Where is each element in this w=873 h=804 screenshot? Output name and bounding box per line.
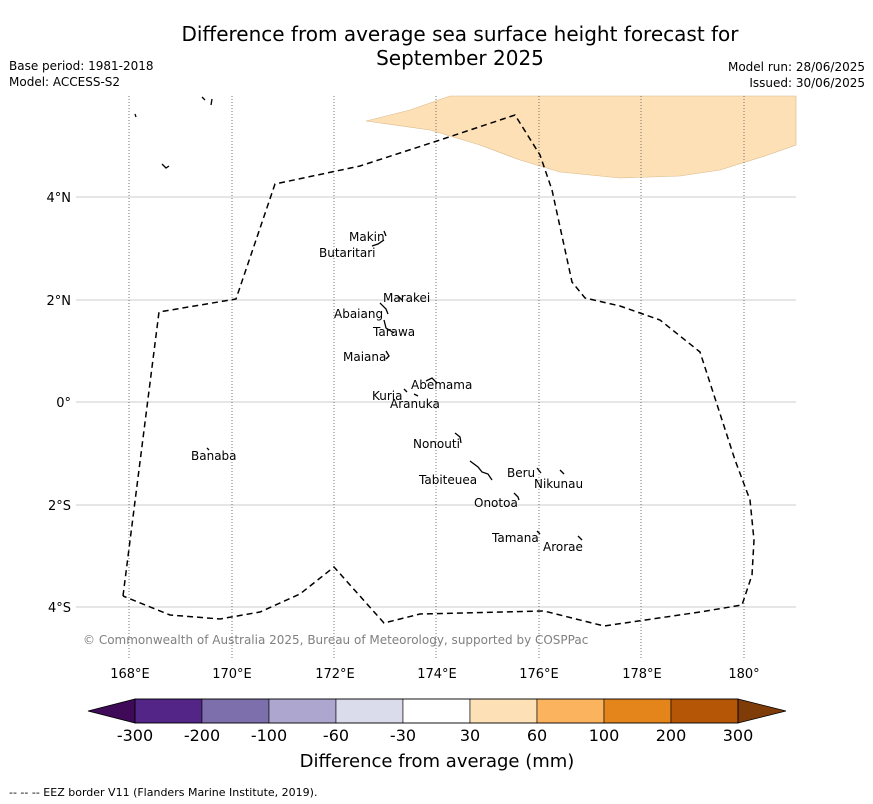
northwest-islet-1: [134, 113, 137, 118]
aranuka-shape: [413, 393, 419, 397]
map-title: Difference from average sea surface heig…: [80, 22, 840, 70]
label-arorae: Arorae: [543, 540, 583, 554]
colorbar-bin-6: [469, 698, 538, 724]
lon-tick-170e: 170°E: [212, 667, 252, 682]
colorbar-outline: [134, 698, 739, 724]
label-abemama: Abemama: [411, 378, 472, 392]
nikunau-shape: [559, 469, 565, 475]
colorbar-bins: [134, 698, 739, 724]
colorbar-bin-1: [134, 698, 203, 724]
lon-tick-172e: 172°E: [315, 667, 355, 682]
cb-tick-3: -100: [251, 726, 287, 745]
banaba-shape: [206, 447, 210, 451]
eez-credit: -- -- -- EEZ border V11 (Flanders Marine…: [9, 786, 318, 799]
tamana-shape: [536, 530, 541, 535]
label-nikunau: Nikunau: [534, 477, 583, 491]
label-tabiteuea: Tabiteuea: [418, 473, 477, 487]
abaiang-shape: [379, 302, 389, 315]
northwest-islet-4: [161, 163, 170, 169]
colorbar-bin-5: [402, 698, 471, 724]
label-nonouti: Nonouti: [413, 437, 460, 451]
tabiteuea-shape: [469, 460, 493, 481]
colorbar-extend-high: [737, 698, 787, 724]
anomaly-region-30-60: [365, 95, 797, 179]
colorbar-bin-4: [335, 698, 404, 724]
label-tamana: Tamana: [491, 531, 539, 545]
lon-tick-178e: 178°E: [622, 667, 662, 682]
kuria-shape: [403, 388, 408, 393]
colorbar-bin-9: [670, 698, 739, 724]
colorbar-tick-labels: -300 -200 -100 -60 -30 30 60 100 200 300: [117, 726, 753, 745]
lon-tick-168e: 168°E: [110, 667, 150, 682]
cb-tick-5: -30: [390, 726, 416, 745]
island-shapes: [134, 96, 583, 541]
map-title-line-1: Difference from average sea surface heig…: [181, 22, 739, 46]
lat-tick-4n: 4°N: [47, 191, 72, 206]
colorbar-bin-3: [268, 698, 337, 724]
cb-tick-8: 100: [589, 726, 620, 745]
label-aranuka: Aranuka: [390, 397, 440, 411]
copyright-notice: © Commonwealth of Australia 2025, Bureau…: [83, 633, 588, 647]
lat-tick-labels: 4°N 2°N 0° 2°S 4°S: [47, 191, 72, 616]
lon-grid: [128, 96, 745, 660]
lon-tick-180: 180°: [728, 667, 759, 682]
model-info: Base period: 1981-2018 Model: ACCESS-S2: [9, 58, 154, 90]
label-makin: Makin: [349, 230, 385, 244]
northwest-islet-3: [210, 98, 213, 106]
cb-tick-10: 300: [723, 726, 754, 745]
beru-shape: [536, 467, 542, 474]
colorbar-bin-7: [536, 698, 605, 724]
cb-tick-4: -60: [323, 726, 349, 745]
eez-border: [122, 114, 755, 627]
arorae-shape: [577, 535, 583, 541]
label-marakei: Marakei: [383, 291, 430, 305]
butaritari-shape: [371, 239, 385, 247]
label-maiana: Maiana: [343, 350, 386, 364]
label-kuria: Kuria: [372, 389, 403, 403]
map-title-line-2: September 2025: [376, 46, 544, 70]
label-beru: Beru: [507, 466, 535, 480]
cb-tick-7: 60: [527, 726, 547, 745]
colorbar-title: Difference from average (mm): [300, 751, 575, 772]
label-onotoa: Onotoa: [474, 496, 518, 510]
colorbar-bin-2: [201, 698, 270, 724]
label-tarawa: Tarawa: [372, 325, 415, 339]
lat-grid: [76, 196, 796, 608]
cb-tick-6: 30: [460, 726, 480, 745]
label-banaba: Banaba: [191, 449, 237, 463]
lat-tick-2s: 2°S: [48, 499, 71, 514]
colorbar: -300 -200 -100 -60 -30 30 60 100 200 300…: [87, 698, 787, 772]
northwest-islet-2: [201, 96, 206, 101]
label-butaritari: Butaritari: [319, 246, 376, 260]
makin-shape: [383, 230, 387, 237]
onotoa-shape: [513, 492, 520, 501]
colorbar-bin-8: [603, 698, 672, 724]
lat-tick-2n: 2°N: [47, 294, 72, 309]
map-area: Makin Butaritari Marakei Abaiang Tarawa …: [76, 95, 797, 660]
issued-date: Issued: 30/06/2025: [749, 76, 865, 90]
model-run: Model run: 28/06/2025: [727, 60, 865, 74]
lon-tick-176e: 176°E: [519, 667, 559, 682]
lat-tick-4s: 4°S: [48, 601, 71, 616]
colorbar-extend-low: [87, 698, 136, 724]
cb-tick-1: -300: [117, 726, 153, 745]
model-name: Model: ACCESS-S2: [9, 75, 121, 89]
marakei-shape: [397, 295, 403, 301]
lon-tick-labels: 168°E 170°E 172°E 174°E 176°E 178°E 180°: [110, 667, 759, 682]
abemama-shape: [425, 377, 438, 384]
maiana-shape: [385, 350, 390, 360]
cb-tick-9: 200: [656, 726, 687, 745]
lon-tick-174e: 174°E: [417, 667, 457, 682]
tarawa-shape: [383, 319, 395, 334]
nonouti-shape: [454, 432, 462, 444]
lat-tick-0: 0°: [56, 396, 71, 411]
label-abaiang: Abaiang: [334, 307, 383, 321]
base-period: Base period: 1981-2018: [9, 59, 154, 73]
run-info: Model run: 28/06/2025 Issued: 30/06/2025: [728, 59, 865, 91]
island-labels: Makin Butaritari Marakei Abaiang Tarawa …: [191, 230, 583, 554]
cb-tick-2: -200: [184, 726, 220, 745]
